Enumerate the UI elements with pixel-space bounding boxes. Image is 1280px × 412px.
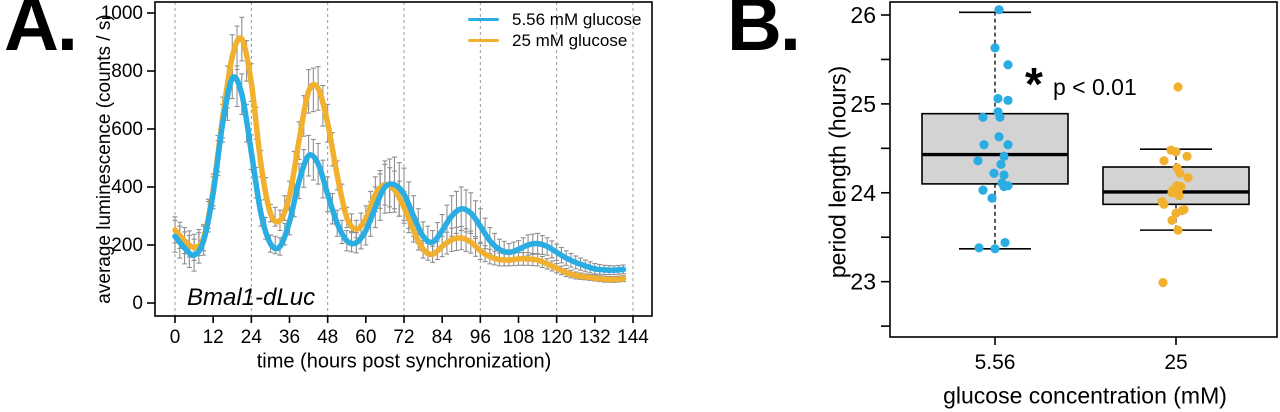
svg-text:1000: 1000 [101, 3, 143, 24]
legend: 5.56 mM glucose 25 mM glucose [468, 10, 641, 49]
svg-text:24: 24 [850, 180, 876, 206]
svg-text:96: 96 [470, 327, 491, 348]
panel-b-x-axis-title: glucose concentration (mM) [943, 382, 1227, 409]
svg-text:0: 0 [170, 327, 181, 348]
svg-text:400: 400 [111, 177, 143, 198]
svg-text:36: 36 [279, 327, 300, 348]
svg-text:800: 800 [111, 61, 143, 82]
category-label-5-56: 5.56 [974, 351, 1016, 374]
svg-text:12: 12 [203, 327, 224, 348]
svg-text:25: 25 [850, 91, 876, 117]
svg-text:26: 26 [850, 2, 876, 28]
svg-text:23: 23 [850, 269, 876, 295]
panel-a-label: A. [4, 0, 78, 67]
panel-a-x-axis-title: time (hours post synchronization) [256, 350, 552, 373]
svg-text:600: 600 [111, 119, 143, 140]
significance-p-value: p < 0.01 [1053, 74, 1137, 100]
legend-line-swatch-orange [468, 38, 499, 42]
legend-line-swatch-blue [468, 17, 499, 21]
svg-text:0: 0 [132, 293, 143, 314]
svg-text:200: 200 [111, 235, 143, 256]
reporter-annotation: Bmal1-dLuc [187, 284, 316, 311]
legend-label: 25 mM glucose [512, 30, 628, 50]
svg-text:84: 84 [432, 327, 454, 348]
legend-item-high-glucose: 25 mM glucose [468, 31, 641, 49]
svg-text:132: 132 [579, 327, 611, 348]
legend-item-low-glucose: 5.56 mM glucose [468, 10, 641, 28]
svg-text:120: 120 [541, 327, 573, 348]
svg-text:72: 72 [393, 327, 414, 348]
svg-text:144: 144 [617, 327, 649, 348]
legend-label: 5.56 mM glucose [512, 9, 642, 29]
panel-b-label: B. [727, 0, 801, 67]
significance-asterisk: * [1025, 58, 1043, 110]
svg-text:24: 24 [241, 327, 263, 348]
svg-text:48: 48 [317, 327, 338, 348]
svg-text:60: 60 [355, 327, 376, 348]
panel-a-y-axis-title: average luminescence (counts / s) [94, 14, 115, 304]
category-label-25: 25 [1164, 351, 1188, 374]
panel-b-y-axis-title: period length (hours) [824, 65, 851, 279]
svg-text:108: 108 [503, 327, 535, 348]
